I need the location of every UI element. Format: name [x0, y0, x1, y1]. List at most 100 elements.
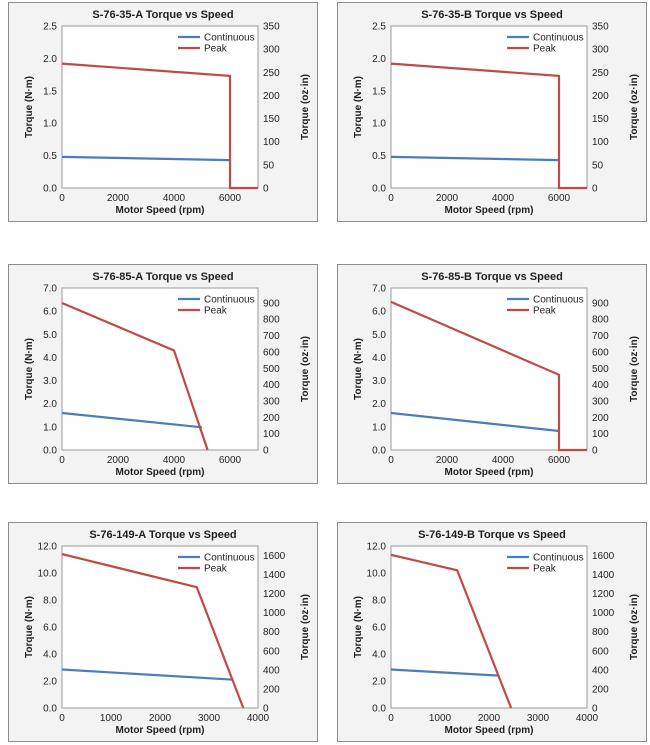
- plot-area: [390, 545, 588, 709]
- y-tick-label: 2.5: [372, 22, 386, 33]
- x-tick-label: 4000: [492, 455, 515, 466]
- y2-tick-label: 0: [263, 704, 269, 715]
- x-tick-label: 4000: [492, 193, 515, 204]
- plot-area: [61, 287, 259, 451]
- y-tick-label: 12.0: [38, 542, 58, 553]
- legend-label-continuous: Continuous: [204, 295, 255, 306]
- x-tick-label: 0: [59, 455, 65, 466]
- y-tick-label: 10.0: [367, 569, 387, 580]
- x-tick-label: 3000: [198, 713, 221, 724]
- plot-area: [61, 545, 259, 709]
- x-tick-label: 6000: [548, 455, 571, 466]
- y2-tick-label: 150: [263, 114, 280, 125]
- y-tick-label: 0.0: [43, 446, 57, 457]
- y2-tick-label: 200: [263, 91, 280, 102]
- y-tick-label: 0.5: [372, 151, 386, 162]
- y2-tick-label: 50: [263, 160, 275, 171]
- x-axis-label: Motor Speed (rpm): [116, 205, 205, 216]
- y-tick-label: 0.0: [372, 446, 386, 457]
- y2-tick-label: 1000: [592, 608, 615, 619]
- y2-tick-label: 400: [592, 380, 609, 391]
- y2-tick-label: 100: [263, 429, 280, 440]
- torque-chart-s-76-35-b: S-76-35-B Torque vs Speed 0.0 0.5 1.0 1.5 2.0…: [337, 2, 647, 222]
- y2-tick-label: 0: [263, 446, 269, 457]
- y-tick-label: 2.0: [372, 677, 386, 688]
- chart-title: S-76-35-A Torque vs Speed: [92, 9, 233, 21]
- chart-title: S-76-85-B Torque vs Speed: [421, 271, 563, 283]
- legend-label-peak: Peak: [204, 44, 228, 55]
- x-tick-label: 0: [388, 193, 394, 204]
- y-tick-label: 1.0: [43, 422, 57, 433]
- y-tick-label: 2.0: [43, 399, 57, 410]
- x-axis-label: Motor Speed (rpm): [445, 467, 534, 478]
- y2-axis-label: Torque (oz·in): [300, 594, 311, 660]
- legend-label-peak: Peak: [204, 564, 228, 575]
- legend-label-continuous: Continuous: [204, 553, 255, 564]
- y-tick-label: 7.0: [372, 284, 386, 295]
- y-tick-label: 5.0: [43, 330, 57, 341]
- x-tick-label: 2000: [436, 193, 459, 204]
- y-tick-label: 0.5: [43, 151, 57, 162]
- chart-svg: S-76-85-A Torque vs Speed 0.0 1.0 2.0 3.0 4.0…: [8, 264, 318, 484]
- y2-tick-label: 1200: [592, 589, 615, 600]
- y2-tick-label: 1600: [592, 551, 615, 562]
- y2-tick-label: 800: [592, 315, 609, 326]
- y2-tick-label: 200: [592, 413, 609, 424]
- series-line-peak: [390, 553, 513, 709]
- x-tick-label: 6000: [548, 193, 571, 204]
- legend-label-continuous: Continuous: [204, 33, 255, 44]
- x-tick-label: 2000: [478, 713, 501, 724]
- torque-chart-s-76-85-a: S-76-85-A Torque vs Speed 0.0 1.0 2.0 3.0 4.0…: [8, 264, 318, 484]
- y2-tick-label: 400: [592, 665, 609, 676]
- y2-tick-label: 200: [263, 684, 280, 695]
- y2-tick-label: 700: [263, 331, 280, 342]
- x-tick-label: 0: [59, 713, 65, 724]
- y-tick-label: 6.0: [43, 623, 57, 634]
- y2-tick-label: 700: [592, 331, 609, 342]
- series-line-continuous: [61, 411, 203, 429]
- x-axis-label: Motor Speed (rpm): [116, 725, 205, 736]
- y2-tick-label: 300: [263, 45, 280, 56]
- y2-tick-label: 200: [592, 91, 609, 102]
- y2-tick-label: 900: [592, 298, 609, 309]
- y2-tick-label: 1000: [263, 608, 286, 619]
- legend-label-continuous: Continuous: [533, 295, 584, 306]
- x-tick-label: 4000: [163, 193, 186, 204]
- plot-area: [390, 287, 588, 451]
- y-axis-label: Torque (N·m): [353, 596, 364, 658]
- chart-title: S-76-149-A Torque vs Speed: [89, 529, 236, 541]
- y-tick-label: 1.0: [372, 422, 386, 433]
- y2-tick-label: 600: [263, 646, 280, 657]
- x-axis-label: Motor Speed (rpm): [445, 725, 534, 736]
- y-tick-label: 8.0: [372, 596, 386, 607]
- y-tick-label: 0.0: [43, 184, 57, 195]
- y-tick-label: 3.0: [372, 376, 386, 387]
- y-axis-label: Torque (N·m): [24, 596, 35, 658]
- y-tick-label: 1.5: [43, 86, 57, 97]
- plot-area: [390, 25, 588, 189]
- y-tick-label: 2.0: [372, 399, 386, 410]
- y-tick-label: 4.0: [43, 353, 57, 364]
- series-line-peak: [61, 62, 258, 190]
- series-line-continuous: [61, 668, 234, 681]
- y2-tick-label: 400: [263, 380, 280, 391]
- series-line-continuous: [390, 411, 560, 433]
- y2-tick-label: 100: [592, 429, 609, 440]
- y-tick-label: 2.0: [43, 677, 57, 688]
- x-tick-label: 2000: [436, 455, 459, 466]
- chart-svg: S-76-149-B Torque vs Speed 0.0 2.0 4.0 6.0 8.…: [337, 522, 647, 742]
- chart-svg: S-76-85-B Torque vs Speed 0.0 1.0 2.0 3.0 4.0…: [337, 264, 647, 484]
- y-tick-label: 6.0: [372, 623, 386, 634]
- y-tick-label: 4.0: [43, 650, 57, 661]
- y-tick-label: 1.0: [372, 119, 386, 130]
- legend-label-continuous: Continuous: [533, 553, 584, 564]
- y2-axis-label: Torque (oz·in): [629, 336, 640, 402]
- x-tick-label: 4000: [163, 455, 186, 466]
- y-axis-label: Torque (N·m): [24, 76, 35, 138]
- y2-tick-label: 1400: [592, 570, 615, 581]
- x-tick-label: 4000: [576, 713, 599, 724]
- y-tick-label: 2.5: [43, 22, 57, 33]
- y-axis-label: Torque (N·m): [24, 338, 35, 400]
- y-tick-label: 1.5: [372, 86, 386, 97]
- chart-svg: S-76-35-B Torque vs Speed 0.0 0.5 1.0 1.5 2.0…: [337, 2, 647, 222]
